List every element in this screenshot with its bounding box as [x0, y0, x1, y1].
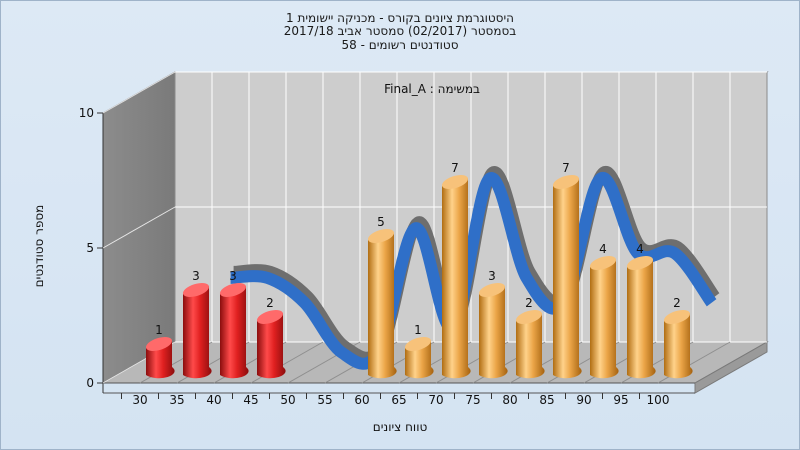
x-tick-label: 55	[317, 393, 332, 407]
y-axis-title: מספר סטודנטים	[32, 205, 46, 288]
right-edge	[694, 341, 768, 394]
bar-value-label: 2	[266, 296, 274, 310]
x-tick-label: 65	[391, 393, 406, 407]
bar-top	[552, 175, 580, 189]
x-tick-label: 85	[539, 393, 554, 407]
chart-title-line-1: היסטוגרמת ציונים בקורס - מכניקה יישומית …	[286, 11, 514, 25]
x-axis: 30 35 40 45 50 55 60 65 70 75 80 85 90 95 100	[121, 393, 670, 407]
bar-value-label: 3	[229, 269, 237, 283]
bar-top	[219, 283, 247, 297]
grid-line-left-wall	[102, 206, 176, 249]
x-tick-label: 45	[243, 393, 258, 407]
x-tick-label: 100	[647, 393, 670, 407]
bar	[590, 259, 619, 379]
bar	[368, 232, 397, 379]
bar-value-label: 1	[155, 323, 163, 337]
chart-annotation: במשימה : Final_A	[384, 82, 480, 96]
bar-value-label: 4	[636, 242, 644, 256]
bar	[664, 313, 693, 379]
bar	[220, 286, 249, 379]
distribution-curve	[230, 166, 720, 370]
x-tick-label: 50	[280, 393, 295, 407]
bar-value-label: 4	[599, 242, 607, 256]
x-tick-label: 35	[169, 393, 184, 407]
bar	[516, 313, 545, 379]
bar	[627, 259, 656, 379]
y-tick-label: 10	[79, 106, 94, 120]
bar-top	[478, 283, 506, 297]
x-axis-title: טווח ציונים	[373, 420, 428, 434]
bar-top	[441, 175, 469, 189]
bar-top	[515, 310, 543, 324]
value-labels: 1 3 3 2 5 1 7 3 2 7 4 4 2	[155, 161, 681, 337]
bar-value-label: 7	[451, 161, 459, 175]
y-tick-label: 5	[86, 241, 94, 255]
bar-top	[182, 283, 210, 297]
chart-title-line-3: סטודנטים רשומים - 58	[341, 38, 459, 52]
bar-top	[367, 229, 395, 243]
bar-top	[626, 256, 654, 270]
x-tick-label: 90	[576, 393, 591, 407]
x-tick-label: 30	[132, 393, 147, 407]
bar-value-label: 5	[377, 215, 385, 229]
x-tick-label: 75	[465, 393, 480, 407]
bar-value-label: 3	[488, 269, 496, 283]
y-axis: 0 5 10	[79, 106, 103, 390]
grid-line-left-wall	[102, 71, 176, 114]
x-tick-label: 80	[502, 393, 517, 407]
bar-value-label: 2	[673, 296, 681, 310]
bar	[257, 313, 286, 379]
chart-title-line-2: בסמסטר (02/2017) סמסטר אביב 2017/18	[283, 24, 517, 38]
bar-value-label: 3	[192, 269, 200, 283]
bar	[553, 178, 582, 379]
bar-value-label: 1	[414, 323, 422, 337]
bar-top	[663, 310, 691, 324]
bar-top	[256, 310, 284, 324]
curve-ribbon	[230, 172, 717, 370]
bar	[183, 286, 212, 379]
x-tick-label: 40	[206, 393, 221, 407]
bar-value-label: 2	[525, 296, 533, 310]
x-tick-label: 60	[354, 393, 369, 407]
bar	[479, 286, 508, 379]
bars-group	[145, 175, 693, 379]
bar-value-label: 7	[562, 161, 570, 175]
bar-top	[404, 337, 432, 351]
x-tick-label: 70	[428, 393, 443, 407]
bar	[442, 178, 471, 379]
bar-top	[145, 337, 173, 351]
bar-top	[589, 256, 617, 270]
y-tick-label: 0	[86, 376, 94, 390]
x-tick-label: 95	[613, 393, 628, 407]
